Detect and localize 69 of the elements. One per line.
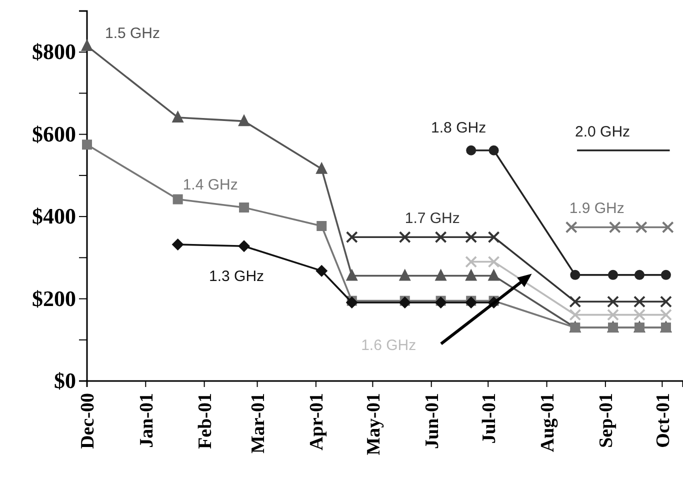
point: [608, 221, 621, 234]
point: [608, 270, 618, 280]
point: [488, 268, 500, 281]
point: [660, 296, 672, 308]
point: [346, 231, 358, 244]
series-label: 1.5 GHz: [105, 24, 160, 42]
point: [398, 231, 411, 244]
x-tick-label: Jan-01: [136, 393, 158, 448]
point: [81, 38, 93, 51]
point: [238, 240, 250, 252]
x-tick-label: May-01: [363, 393, 384, 456]
point: [434, 231, 447, 244]
series-label: 2.0 GHz: [575, 123, 630, 140]
point: [434, 296, 447, 308]
point: [466, 145, 476, 156]
y-tick-label: $0: [54, 368, 76, 394]
series-label: 1.3 GHz: [209, 268, 264, 286]
x-tick-label: Feb-01: [194, 393, 216, 449]
point: [238, 114, 250, 126]
point: [606, 296, 619, 308]
point: [488, 256, 500, 268]
point: [660, 270, 671, 280]
point: [465, 231, 478, 244]
point: [398, 296, 411, 308]
point: [633, 308, 646, 321]
point: [634, 270, 644, 280]
point: [565, 221, 578, 234]
point: [239, 202, 250, 213]
point: [172, 194, 183, 204]
point: [172, 238, 184, 251]
y-tick-label: $400: [32, 204, 76, 229]
point: [82, 140, 92, 150]
point: [569, 308, 582, 321]
point: [606, 308, 619, 321]
point: [465, 268, 478, 281]
point: [172, 110, 184, 122]
text: 1.6 GHz: [361, 336, 416, 354]
x-tick-label: Aug-01: [537, 393, 558, 452]
point: [660, 308, 672, 321]
series-label: 1.8 GHz: [431, 119, 486, 136]
point: [465, 296, 478, 308]
point: [570, 270, 580, 280]
x-tick-label: Sep-01: [596, 393, 618, 448]
point: [488, 231, 500, 244]
series-label: 1.9 GHz: [569, 200, 624, 218]
point: [434, 268, 447, 281]
series-label: 1.4 GHz: [182, 176, 238, 194]
x-tick-label: Mar-01: [248, 393, 269, 454]
point: [346, 268, 358, 281]
point: [633, 296, 646, 308]
point: [635, 221, 648, 234]
x-tick-label: Jul-01: [478, 393, 500, 444]
x-tick-label: Oct-01: [652, 393, 674, 448]
x-tick-label: Dec-00: [78, 393, 99, 449]
point: [346, 296, 358, 308]
point: [316, 221, 327, 232]
series-label: 1.7 GHz: [404, 210, 460, 228]
point: [316, 162, 328, 174]
point: [488, 145, 499, 156]
x-tick-label: Apr-01: [306, 393, 328, 450]
x-tick-label: Jun-01: [422, 393, 444, 449]
y-tick-label: $600: [32, 121, 76, 146]
point: [662, 221, 674, 234]
y-tick-label: $200: [32, 286, 76, 311]
point: [569, 296, 582, 308]
point: [465, 256, 478, 268]
point: [316, 264, 328, 277]
y-tick-label: $800: [32, 39, 76, 64]
point: [398, 268, 411, 281]
